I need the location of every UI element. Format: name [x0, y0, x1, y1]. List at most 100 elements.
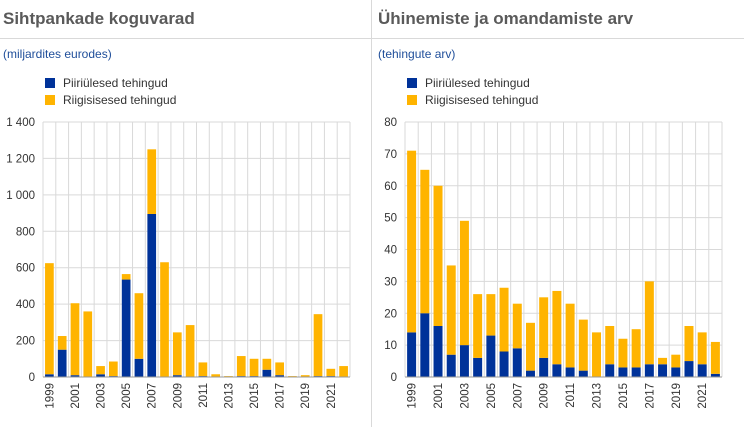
chart-legend: Piiriülesed tehingud Riigisisesed tehing…	[45, 74, 176, 108]
y-tick-label: 60	[384, 181, 397, 193]
bar-cross-border-2016	[262, 369, 272, 377]
bar-domestic-2022	[339, 366, 348, 377]
bar-domestic-2008	[525, 322, 535, 371]
chart-panel-total-assets: Sihtpankade koguvarad (miljardites eurod…	[0, 9, 372, 409]
chart-panel-deal-count: Ühinemiste ja omandamiste arv (tehingute…	[372, 0, 744, 427]
bar-cross-border-2018	[658, 364, 668, 377]
bar-domestic-2007	[512, 303, 522, 349]
x-tick-label: 2017	[275, 383, 287, 409]
bar-domestic-1999	[407, 150, 417, 333]
bar-domestic-2002	[83, 311, 93, 377]
bar-domestic-2020	[313, 314, 323, 377]
title-divider	[372, 38, 744, 39]
y-tick-label: 80	[384, 117, 397, 129]
bar-domestic-2015	[249, 358, 259, 377]
x-tick-label: 2009	[172, 383, 184, 409]
bar-domestic-2001	[433, 185, 443, 326]
y-tick-label: 1 200	[6, 153, 35, 165]
x-tick-label: 2003	[459, 383, 471, 409]
bar-domestic-2000	[57, 336, 67, 350]
bar-cross-border-2009	[539, 357, 549, 377]
x-tick-label: 2019	[671, 383, 683, 409]
bar-domestic-2015	[618, 338, 628, 368]
x-tick-label: 2005	[121, 383, 133, 409]
bar-domestic-2016	[262, 358, 272, 370]
bar-cross-border-2014	[605, 364, 615, 377]
bar-domestic-2012	[578, 319, 588, 371]
bar-cross-border-2002	[446, 354, 456, 377]
bar-cross-border-2021	[697, 364, 707, 377]
y-tick-label: 20	[384, 308, 397, 320]
x-tick-label: 2015	[249, 383, 261, 409]
y-tick-label: 1 000	[6, 190, 35, 202]
y-tick-label: 10	[384, 340, 397, 352]
bar-domestic-2004	[473, 294, 483, 358]
bar-domestic-2014	[605, 326, 615, 365]
y-tick-label: 400	[16, 299, 35, 311]
y-tick-label: 0	[29, 372, 35, 384]
bar-domestic-2019	[300, 375, 310, 377]
y-tick-label: 1 400	[6, 117, 35, 129]
y-tick-label: 50	[384, 213, 397, 225]
x-tick-label: 2011	[565, 383, 577, 408]
x-tick-label: 1999	[44, 383, 56, 409]
bar-cross-border-2017	[644, 364, 654, 377]
panel-separator	[371, 0, 372, 427]
bar-cross-border-2008	[525, 370, 535, 377]
bar-domestic-2021	[326, 368, 336, 377]
x-tick-label: 2007	[512, 383, 524, 409]
bar-cross-border-2012	[578, 370, 588, 377]
bar-domestic-2020	[684, 326, 694, 362]
bar-cross-border-2004	[473, 357, 483, 377]
bar-domestic-2008	[160, 262, 169, 377]
bar-cross-border-2000	[420, 313, 430, 377]
y-tick-label: 40	[384, 245, 397, 257]
bar-chart-total-assets: 0 200 400 600 800 1 000 1 200 1 400 1999 2001 2003…	[6, 117, 351, 409]
bar-domestic-2006	[499, 287, 509, 352]
y-tick-label: 800	[16, 226, 35, 238]
legend-label: Piiriülesed tehingud	[425, 75, 530, 90]
y-tick-label: 200	[16, 336, 35, 348]
bar-domestic-2012	[211, 374, 221, 377]
bar-domestic-2009	[172, 332, 182, 376]
bar-domestic-2013	[592, 332, 602, 377]
bar-cross-border-2003	[96, 374, 105, 377]
legend-item-cross-border: Piiriülesed tehingud	[407, 74, 538, 91]
bar-domestic-2022	[710, 341, 720, 374]
chart-subtitle: (tehingute arv)	[378, 47, 456, 61]
bar-domestic-2009	[539, 297, 549, 358]
bar-cross-border-2003	[459, 345, 469, 377]
bar-cross-border-2011	[565, 367, 575, 377]
chart-subtitle: (miljardites eurodes)	[3, 47, 112, 61]
legend-item-cross-border: Piiriülesed tehingud	[45, 74, 176, 91]
x-tick-label: 2013	[223, 383, 235, 409]
x-tick-label: 2013	[592, 383, 604, 409]
bar-domestic-1999	[45, 263, 54, 375]
bar-domestic-2010	[185, 325, 195, 377]
bar-cross-border-2001	[433, 326, 443, 377]
x-tick-label: 2001	[433, 383, 445, 409]
bar-cross-border-2001	[70, 375, 80, 377]
legend-swatch-domestic	[45, 94, 55, 105]
y-tick-label: 0	[391, 372, 397, 384]
bar-cross-border-2017	[275, 375, 284, 377]
x-tick-label: 2015	[618, 383, 630, 409]
bar-cross-border-2020	[684, 361, 694, 377]
bar-cross-border-1999	[407, 332, 417, 377]
x-tick-label: 2003	[96, 383, 108, 409]
bar-domestic-2017	[275, 362, 284, 376]
x-tick-label: 2009	[539, 383, 551, 409]
bar-cross-border-2009	[172, 375, 182, 377]
bar-cross-border-2005	[486, 335, 496, 377]
bar-domestic-2017	[644, 281, 654, 365]
bar-domestic-2014	[236, 356, 246, 377]
legend-item-domestic: Riigisisesed tehingud	[407, 91, 538, 108]
y-tick-label: 600	[16, 263, 35, 275]
bar-domestic-2016	[631, 329, 641, 368]
chart-title: Ühinemiste ja omandamiste arv	[378, 9, 634, 28]
bar-domestic-2002	[446, 265, 456, 355]
bar-domestic-2003	[459, 220, 469, 346]
bar-domestic-2021	[697, 332, 707, 365]
bar-cross-border-2005	[121, 279, 131, 377]
legend-label: Piiriülesed tehingud	[63, 75, 168, 90]
